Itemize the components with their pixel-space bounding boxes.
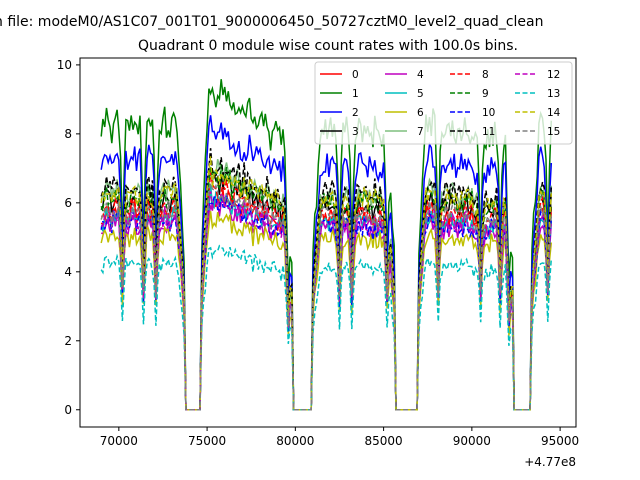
legend-box [314, 61, 573, 145]
x-tick-label: 70000 [100, 434, 138, 448]
series-line-2 [100, 115, 553, 411]
plot-frame [79, 57, 577, 428]
legend-label-4: 4 [417, 69, 424, 81]
legend-label-3: 3 [352, 126, 359, 138]
legend-label-14: 14 [547, 107, 561, 119]
series-line-10 [100, 193, 553, 411]
legend-label-10: 10 [482, 107, 495, 119]
chart-title: Quadrant 0 module wise count rates with … [138, 38, 518, 54]
series-line-8 [101, 172, 553, 411]
legend-label-9: 9 [482, 88, 489, 100]
legend-label-11: 11 [482, 126, 495, 138]
x-tick-label: 80000 [276, 434, 314, 448]
series-line-7 [100, 158, 553, 411]
series-layer [100, 79, 553, 411]
legend-label-8: 8 [482, 69, 489, 81]
legend-label-0: 0 [352, 69, 359, 81]
legend-label-2: 2 [352, 107, 359, 119]
y-tick-label: 4 [64, 265, 72, 279]
x-tick-label: 75000 [188, 434, 226, 448]
series-line-6 [100, 211, 553, 411]
series-line-13 [100, 244, 553, 411]
x-tick-label: 85000 [365, 434, 403, 448]
legend-label-6: 6 [417, 107, 424, 119]
legend-label-5: 5 [417, 88, 424, 100]
y-tick-label: 10 [57, 58, 72, 72]
y-tick-label: 0 [64, 403, 72, 417]
y-tick-label: 6 [64, 196, 72, 210]
x-tick-label: 95000 [541, 434, 579, 448]
legend-label-12: 12 [547, 69, 560, 81]
figure-suptitle: n file: modeM0/AS1C07_001T01_9000006450_… [0, 14, 543, 30]
legend-label-13: 13 [547, 88, 560, 100]
x-tick-label: 90000 [453, 434, 491, 448]
y-tick-label: 8 [64, 127, 72, 141]
legend-label-15: 15 [547, 126, 560, 138]
series-line-15 [100, 181, 553, 411]
legend-label-1: 1 [352, 88, 359, 100]
series-line-14 [100, 156, 553, 411]
x-offset-text: +4.77e8 [524, 455, 576, 469]
legend-label-7: 7 [417, 126, 424, 138]
series-line-12 [100, 191, 553, 411]
y-tick-label: 2 [64, 334, 72, 348]
